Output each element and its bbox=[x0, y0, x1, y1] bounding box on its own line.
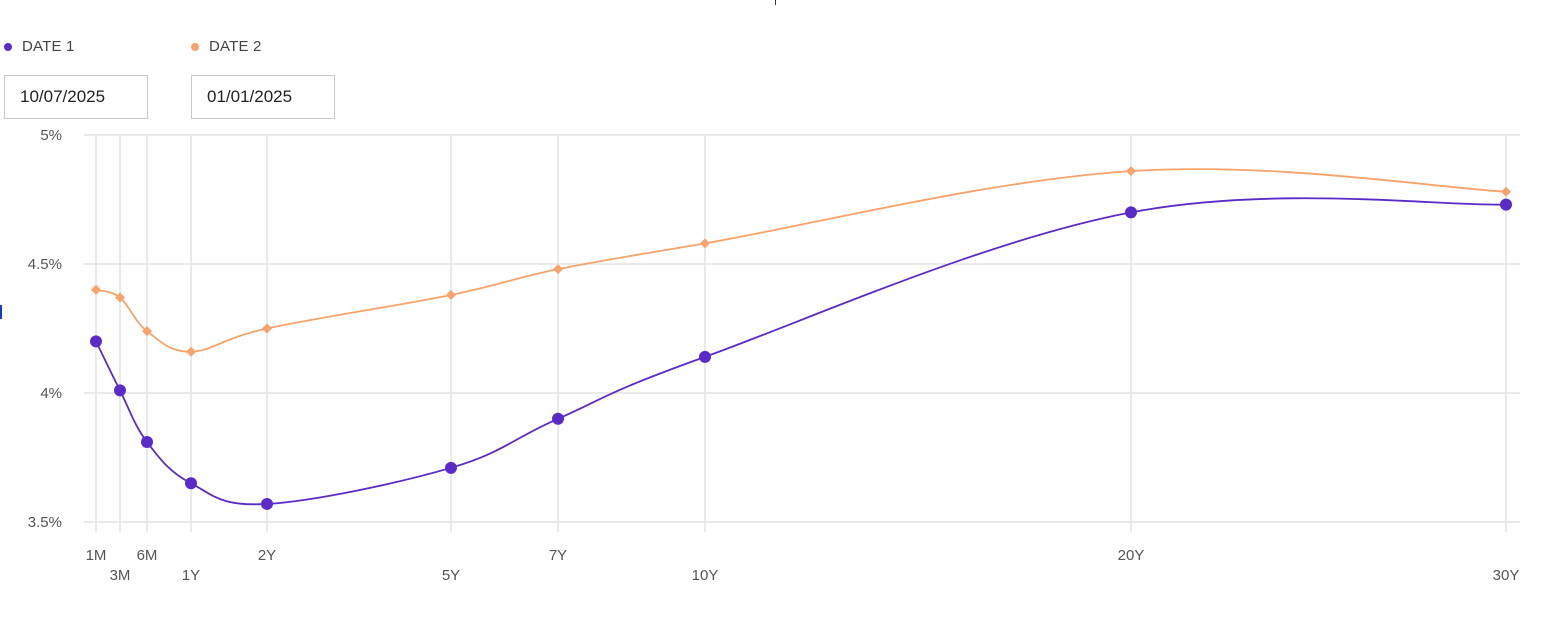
edge-indicator bbox=[0, 305, 2, 319]
date2-input[interactable] bbox=[207, 76, 327, 118]
point-date2 bbox=[446, 289, 456, 300]
point-date1 bbox=[261, 497, 273, 510]
point-date2 bbox=[553, 264, 563, 275]
point-date1 bbox=[141, 436, 153, 449]
point-date1 bbox=[699, 350, 711, 363]
point-date1 bbox=[552, 412, 564, 425]
x-tick-label: 5Y bbox=[442, 567, 460, 584]
x-tick-label: 7Y bbox=[549, 547, 567, 564]
legend-dot-date2 bbox=[191, 42, 199, 51]
series-line-date2 bbox=[95, 168, 1507, 353]
x-tick-label: 6M bbox=[137, 547, 158, 564]
point-date1 bbox=[114, 384, 126, 397]
y-tick-label: 4% bbox=[40, 385, 62, 402]
point-date2 bbox=[91, 284, 101, 295]
point-date2 bbox=[186, 346, 196, 357]
legend-item-date2[interactable]: DATE 2 bbox=[191, 38, 262, 55]
point-date2 bbox=[700, 238, 710, 249]
x-tick-label: 2Y bbox=[258, 547, 276, 564]
y-tick-label: 5% bbox=[40, 127, 62, 144]
date1-input[interactable] bbox=[20, 76, 140, 118]
legend-item-date1[interactable]: DATE 1 bbox=[4, 38, 75, 55]
x-tick-label: 3M bbox=[110, 567, 131, 584]
series-line-date1 bbox=[95, 197, 1507, 506]
point-date2 bbox=[142, 326, 152, 337]
point-date2 bbox=[1126, 166, 1136, 177]
point-date1 bbox=[185, 477, 197, 490]
point-date1 bbox=[1125, 206, 1137, 219]
chart-legend: DATE 1 DATE 2 bbox=[0, 38, 400, 62]
y-tick-label: 3.5% bbox=[28, 514, 62, 531]
point-date1 bbox=[445, 461, 457, 474]
date2-field[interactable] bbox=[191, 75, 335, 119]
legend-label-date2: DATE 2 bbox=[209, 38, 262, 55]
x-tick-label: 10Y bbox=[692, 567, 719, 584]
x-tick-label: 20Y bbox=[1118, 547, 1145, 564]
legend-dot-date1 bbox=[4, 42, 12, 51]
point-date1 bbox=[1500, 198, 1512, 211]
point-date2 bbox=[1501, 186, 1511, 197]
x-tick-label: 1Y bbox=[182, 567, 200, 584]
point-date2 bbox=[115, 292, 125, 303]
x-tick-label: 1M bbox=[86, 547, 107, 564]
top-edge-mark bbox=[775, 0, 776, 5]
point-date2 bbox=[262, 323, 272, 334]
x-tick-label: 30Y bbox=[1493, 567, 1520, 584]
point-date1 bbox=[90, 335, 102, 348]
date1-field[interactable] bbox=[4, 75, 148, 119]
y-tick-label: 4.5% bbox=[28, 256, 62, 273]
legend-label-date1: DATE 1 bbox=[22, 38, 75, 55]
